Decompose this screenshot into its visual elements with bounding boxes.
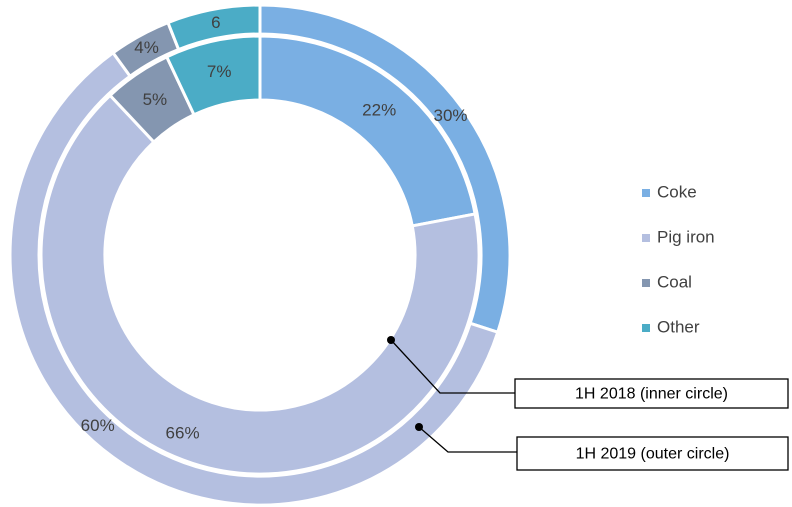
- legend-label: Coal: [657, 272, 692, 291]
- callout-text: 1H 2018 (inner circle): [575, 386, 728, 403]
- callout-box: [514, 378, 789, 409]
- slice: [39, 93, 481, 476]
- leader-line: [418, 426, 517, 453]
- callout-box: [516, 436, 789, 471]
- data-label: 30%: [434, 106, 468, 125]
- callout-text: 1H 2019 (outer circle): [576, 446, 730, 463]
- data-label: 5%: [143, 90, 168, 109]
- legend-swatch: [642, 189, 650, 197]
- legend-label: Coke: [657, 182, 697, 201]
- leader-line: [390, 339, 515, 394]
- rings: [8, 3, 512, 507]
- legend-swatch: [642, 324, 650, 332]
- data-label: 6: [211, 13, 220, 32]
- data-label: 60%: [81, 416, 115, 435]
- leader-dot: [387, 336, 395, 344]
- labels: 22% 66% 5% 7% 30% 60% 4% 6: [81, 13, 468, 442]
- callouts: 1H 2018 (inner circle) 1H 2019 (outer cir…: [387, 336, 789, 471]
- data-label: 4%: [134, 38, 159, 57]
- leader-dot: [415, 423, 423, 431]
- legend-label: Other: [657, 317, 700, 336]
- slice: [166, 3, 262, 52]
- data-label: 22%: [362, 100, 396, 119]
- legend-swatch: [642, 279, 650, 287]
- legend: Coke Pig iron Coal Other: [642, 182, 715, 336]
- legend-swatch: [642, 234, 650, 242]
- data-label: 7%: [207, 62, 232, 81]
- data-label: 66%: [166, 423, 200, 442]
- legend-label: Pig iron: [657, 227, 715, 246]
- slice: [164, 34, 262, 117]
